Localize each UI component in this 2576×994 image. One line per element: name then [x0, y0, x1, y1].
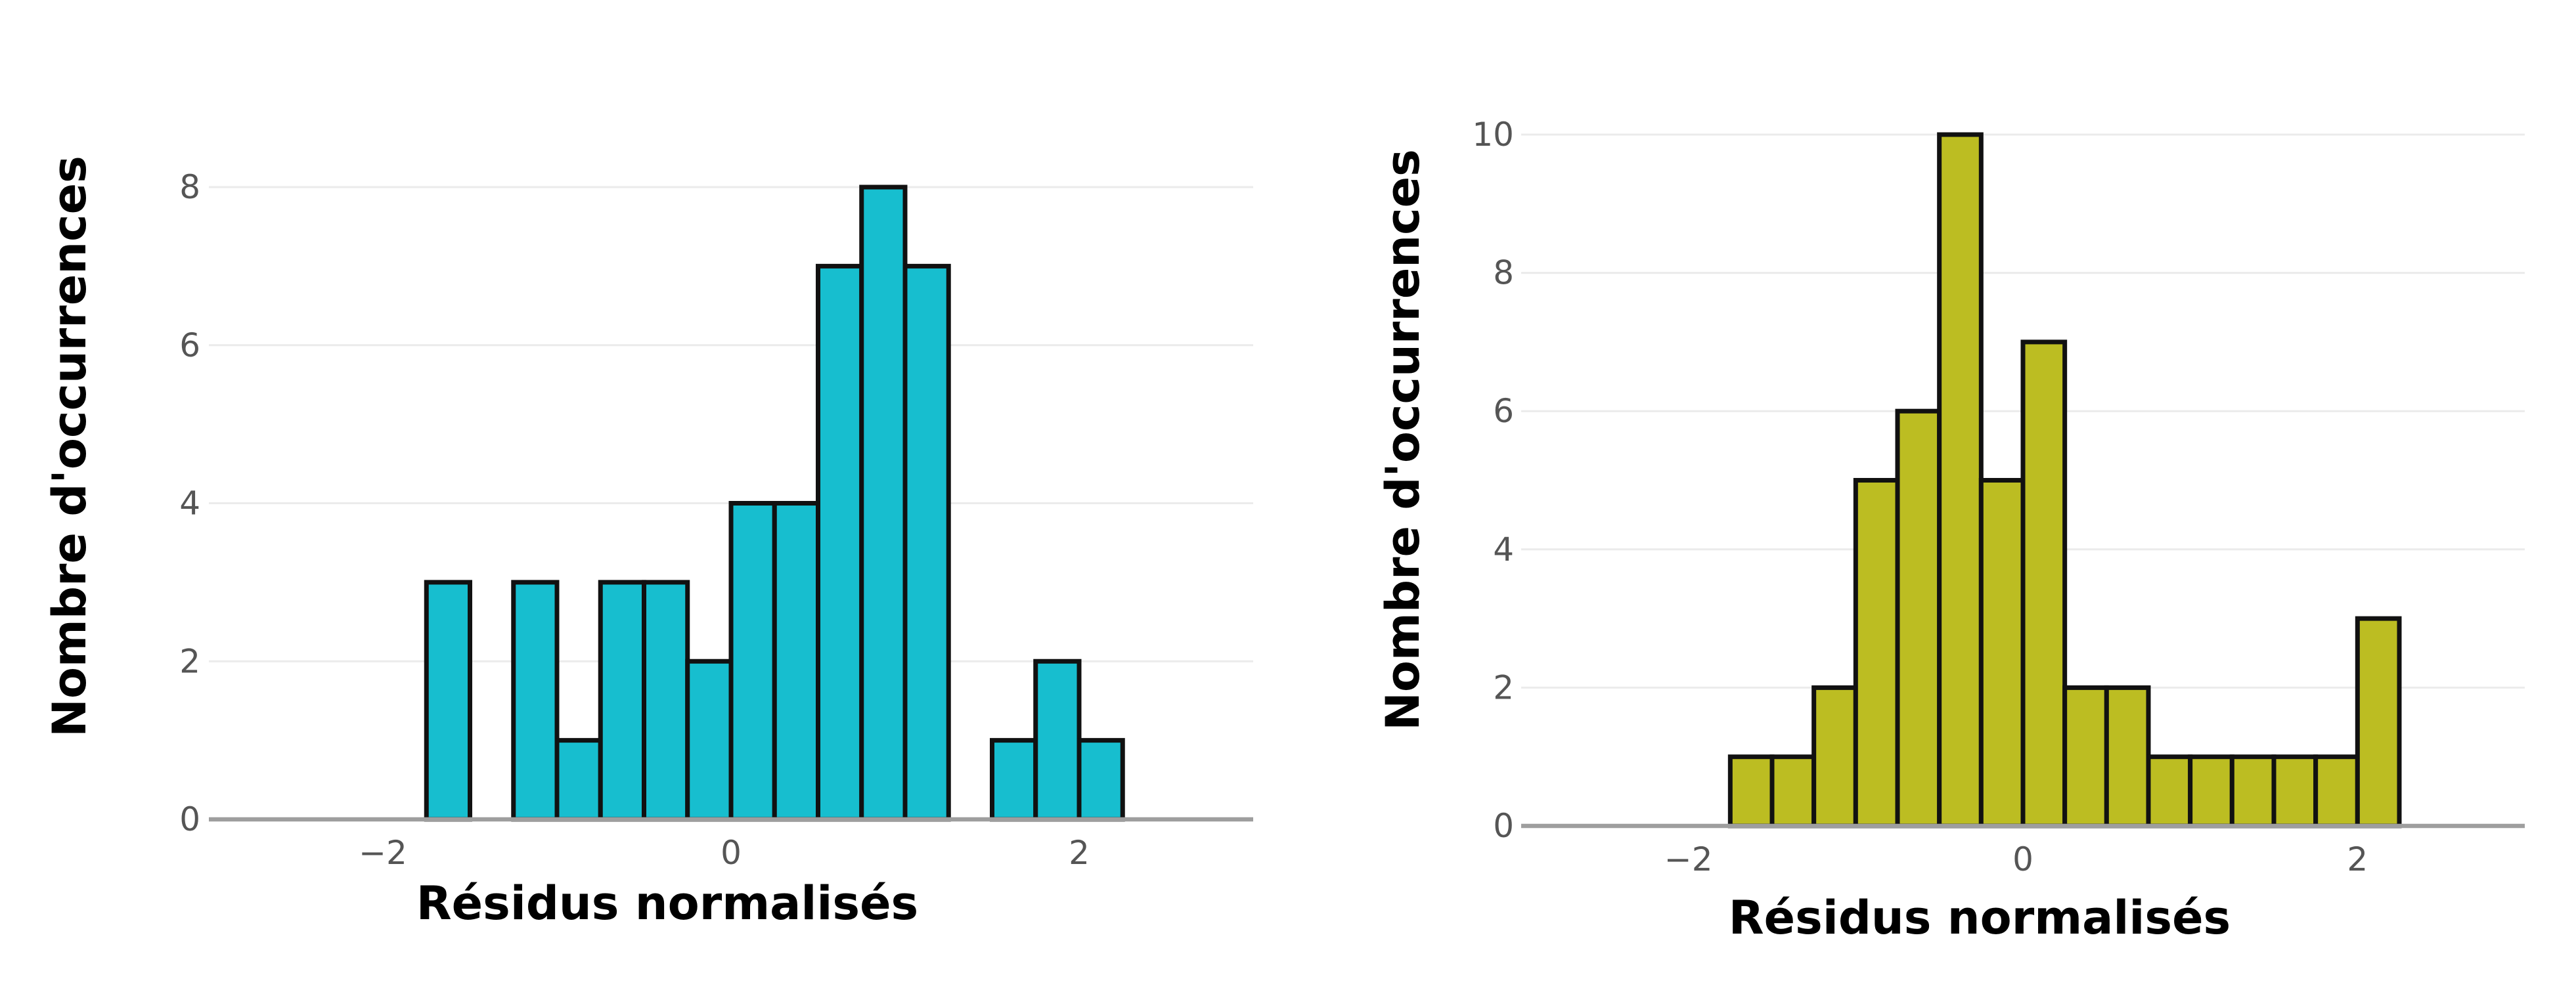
- histogram-bar: [2229, 754, 2276, 829]
- y-tick-label: 0: [1493, 807, 1514, 845]
- y-tick-label: 4: [1493, 530, 1514, 569]
- histogram-bar: [1978, 478, 2026, 829]
- histogram-bar: [2146, 754, 2193, 829]
- histogram-bar: [1077, 738, 1125, 822]
- y-axis-title: Nombre d'occurrences: [1376, 149, 1430, 731]
- histogram-bar: [990, 738, 1038, 822]
- histogram-bar: [902, 263, 951, 822]
- histogram-bar: [772, 501, 820, 822]
- x-axis-title: Résidus normalisés: [416, 876, 918, 930]
- histogram-bar: [2020, 339, 2068, 829]
- histogram-bar: [1937, 132, 1984, 829]
- x-tick-label: 2: [1069, 834, 1090, 872]
- histogram-bar: [511, 580, 560, 822]
- y-tick-label: 0: [179, 800, 200, 838]
- histogram-bar: [1811, 685, 1858, 829]
- y-tick-label: 10: [1472, 116, 1514, 154]
- histogram-bar: [1895, 408, 1942, 829]
- y-tick-label: 6: [179, 326, 200, 364]
- y-tick-label: 2: [1493, 668, 1514, 706]
- histogram-bar: [1853, 478, 1900, 829]
- histogram-bar: [1769, 754, 1817, 829]
- histogram-bar: [598, 580, 646, 822]
- x-axis-title: Résidus normalisés: [1729, 891, 2231, 945]
- histogram-bar: [2271, 754, 2319, 829]
- y-tick-label: 4: [179, 485, 200, 523]
- x-tick-label: 0: [2012, 840, 2033, 878]
- histogram-panel-left: 0 2 4 6 8 −2 0 2 Résidus normalisés Nombre d'occu…: [43, 156, 1253, 930]
- histogram-bar: [554, 738, 603, 822]
- y-tick-label: 8: [179, 168, 200, 206]
- y-tick-label: 6: [1493, 392, 1514, 430]
- histogram-bar: [2355, 616, 2402, 829]
- histogram-bar: [1727, 754, 1775, 829]
- histogram-bar: [2188, 754, 2234, 829]
- histogram-bar: [642, 580, 690, 822]
- histogram-bar: [2313, 754, 2360, 829]
- histogram-bar: [859, 184, 908, 822]
- x-tick-label: −2: [1664, 840, 1713, 878]
- y-axis-title: Nombre d'occurrences: [43, 156, 97, 737]
- histogram-bar: [2062, 685, 2109, 829]
- histogram-bar: [2104, 685, 2151, 829]
- y-tick-label: 8: [1493, 254, 1514, 292]
- y-tick-label: 2: [179, 642, 200, 680]
- histogram-bar: [424, 580, 472, 822]
- histogram-bar: [685, 659, 734, 822]
- histogram-bar: [816, 263, 864, 822]
- x-tick-label: 2: [2347, 840, 2368, 878]
- histogram-bar: [728, 501, 777, 822]
- histogram-panel-right: 0 2 4 6 8 10 −2 0 2 Résidus normalisés Nombre d'oc…: [1376, 116, 2525, 945]
- histogram-bar: [1033, 659, 1082, 822]
- x-tick-label: −2: [359, 834, 407, 872]
- x-tick-label: 0: [721, 834, 742, 872]
